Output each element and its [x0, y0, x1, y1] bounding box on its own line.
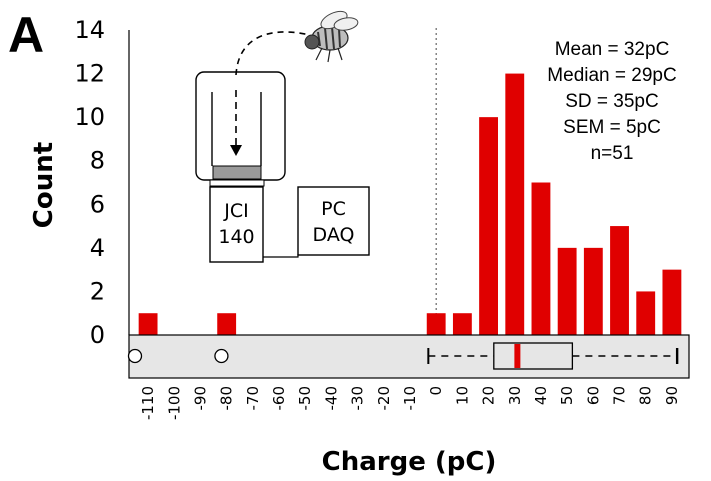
- electrometer-label-line2: 140: [218, 226, 254, 248]
- x-tick-label: 80: [637, 386, 655, 405]
- histogram-bar: [636, 291, 656, 335]
- x-tick-label: 0: [427, 386, 445, 396]
- x-tick-label: 90: [663, 386, 681, 405]
- x-tick-label: -110: [139, 386, 157, 420]
- faraday-cup-plate: [212, 165, 262, 180]
- y-axis-label: Count: [29, 142, 59, 228]
- x-tick-label: 20: [480, 386, 498, 405]
- x-tick-label: -70: [244, 386, 262, 411]
- x-tick-label: 50: [558, 386, 576, 405]
- apparatus-schematic: JCI 140 PC DAQ: [195, 10, 370, 263]
- histogram-bar: [557, 247, 577, 335]
- cable: [263, 254, 299, 258]
- x-tick-label: -90: [191, 386, 209, 411]
- bee-flight-path: [235, 31, 311, 76]
- histogram-bar: [426, 313, 446, 335]
- tube-holder-outline: [195, 71, 286, 181]
- histogram-bars: [138, 73, 682, 336]
- stat-line: n=51: [591, 143, 634, 164]
- x-tick-label: 30: [506, 386, 524, 405]
- x-tick-label: 40: [532, 386, 550, 405]
- daq-label-line1: PC: [321, 198, 346, 220]
- y-tick-label: 10: [74, 103, 105, 131]
- y-tick-labels: 0 2 4 6 8 10 12 14: [74, 16, 105, 349]
- x-tick-label: -50: [296, 386, 314, 411]
- iqr-box: [493, 342, 574, 370]
- x-tick-label: -40: [322, 386, 340, 411]
- daq-box: [297, 186, 370, 256]
- x-tick-label: 10: [453, 386, 471, 405]
- x-axis-label: Charge (pC): [322, 447, 497, 477]
- x-tick-label: -20: [375, 386, 393, 411]
- x-tick-label: -60: [270, 386, 288, 411]
- x-tick-label: -10: [401, 386, 419, 411]
- histogram-bar: [583, 247, 603, 335]
- electrometer-box: [209, 186, 264, 263]
- y-tick-label: 2: [90, 277, 105, 305]
- median-marker: [514, 344, 521, 368]
- stat-line: Mean = 32pC: [555, 39, 670, 60]
- y-tick-label: 14: [74, 16, 105, 44]
- histogram-bar: [505, 73, 525, 336]
- y-tick-label: 12: [74, 60, 105, 88]
- histogram-bar: [610, 226, 629, 335]
- bee-drop-arrow-head: [230, 145, 242, 156]
- x-tick-label: 70: [611, 386, 629, 405]
- x-tick-label: -80: [218, 386, 236, 411]
- stat-line: SD = 35pC: [565, 91, 658, 112]
- x-tick-label: -100: [165, 386, 183, 420]
- y-tick-label: 0: [90, 321, 105, 349]
- daq-label-line2: DAQ: [313, 224, 355, 246]
- outlier-point: [214, 348, 229, 364]
- summary-statistics: Mean = 32pC Median = 29pC SD = 35pC SEM = 5…: [547, 39, 676, 164]
- cup-base: [209, 179, 265, 187]
- y-tick-label: 4: [90, 234, 105, 262]
- bee-icon: [304, 10, 359, 63]
- outlier-point: [127, 348, 143, 364]
- histogram-bar: [662, 269, 682, 335]
- electrometer-label-line1: JCI: [223, 200, 248, 222]
- boxplot: [127, 342, 679, 370]
- y-tick-label: 8: [90, 147, 105, 175]
- y-tick-label: 6: [90, 190, 105, 218]
- histogram-bar: [452, 313, 472, 335]
- histogram-bar: [217, 313, 237, 335]
- histogram-bar: [531, 182, 551, 335]
- x-tick-label: -30: [349, 386, 367, 411]
- stat-line: SEM = 5pC: [563, 117, 661, 138]
- histogram-bar: [479, 117, 498, 336]
- histogram-bar: [138, 313, 158, 335]
- x-tick-label: 60: [584, 386, 602, 405]
- stat-line: Median = 29pC: [547, 65, 676, 86]
- panel-label: A: [8, 7, 45, 63]
- x-tick-labels: -110 -100 -90 -80 -70 -60 -50 -40 -30 -20 -10 0 10 20…: [139, 386, 681, 420]
